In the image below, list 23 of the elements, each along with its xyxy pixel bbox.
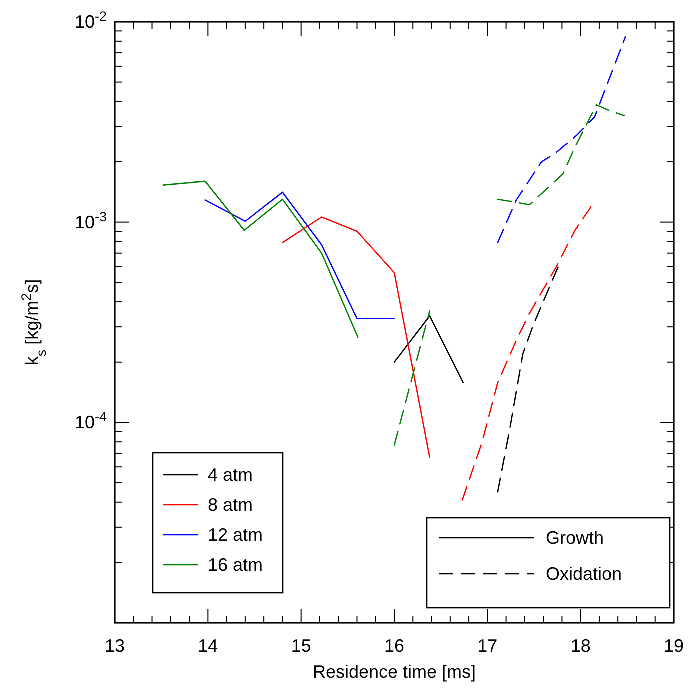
x-tick-label: 15 [291,636,312,656]
line-series [204,192,396,320]
legend-label: 12 atm [208,525,264,545]
x-tick-label: 14 [198,636,218,656]
x-tick-label: 16 [384,636,405,656]
x-tick-label: 17 [478,636,498,656]
y-tick-label: 10$^{-3}$ [74,208,107,232]
line-series [162,180,359,338]
x-tick-label: 18 [570,636,591,656]
x-tick-label: 13 [104,636,126,656]
legend-label: 4 atm [208,465,254,485]
legend-label: 8 atm [208,495,254,515]
x-tick-label: 19 [664,636,684,656]
x-axis-title: Residence time [ms] [312,662,476,682]
y-tick-label: 10$^{-4}$ [74,409,108,433]
annotation: Oxidation [546,564,622,584]
annotation: Growth [546,528,604,548]
line-series [282,216,431,458]
y-tick-label: 10$^{-2}$ [74,8,107,32]
line-series [462,204,594,501]
legend-label: 16 atm [208,555,264,575]
line-series [497,36,626,244]
line-series [497,266,560,493]
